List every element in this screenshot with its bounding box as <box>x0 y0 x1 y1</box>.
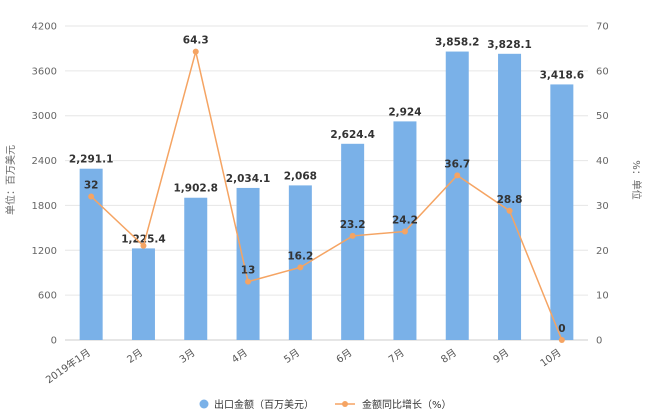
left-y-tick-label: 1800 <box>32 201 57 212</box>
bar-data-label: 1,902.8 <box>173 183 218 195</box>
line-point <box>88 193 95 200</box>
line-point <box>454 172 461 179</box>
bar-data-label: 2,624.4 <box>330 129 375 141</box>
line-point <box>401 228 408 235</box>
line-point <box>192 48 199 55</box>
bar-data-label: 2,924 <box>388 106 421 118</box>
x-tick-label: 3月 <box>177 347 197 366</box>
left-y-tick-label: 1200 <box>32 246 57 257</box>
x-tick-label: 9月 <box>491 347 511 366</box>
legend: 出口金额（百万美元） 金额同比增长（%） <box>199 398 452 411</box>
legend-bar-label: 出口金额（百万美元） <box>214 398 314 411</box>
bar <box>79 168 103 340</box>
bar <box>288 185 312 340</box>
line-data-label: 28.8 <box>497 194 523 206</box>
right-y-axis: 0 10 20 30 40 50 60 70 <box>596 22 609 347</box>
bar-data-label: 3,418.6 <box>540 69 585 81</box>
bar-data-labels: 2,291.1 1,225.4 1,902.8 2,034.1 2,068 2,624.4… <box>69 37 584 246</box>
x-axis: 2019年1月 2月 3月 4月 5月 6月 7月 8月 9月 10月 <box>43 346 564 386</box>
line-data-label: 32 <box>84 179 99 191</box>
left-y-tick-label: 0 <box>51 336 57 347</box>
line-data-label: 64.3 <box>183 35 209 47</box>
right-y-tick-label: 40 <box>596 156 609 167</box>
line-point <box>349 232 356 239</box>
right-y-tick-label: 70 <box>596 22 609 33</box>
line-data-labels: 32 64.3 13 16.2 23.2 24.2 36.7 28.8 0 <box>84 35 566 335</box>
growth-line <box>90 51 563 341</box>
x-tick-label: 4月 <box>229 347 249 366</box>
x-tick-label: 2月 <box>125 347 145 366</box>
legend-item-line: 金额同比增长（%） <box>335 398 452 411</box>
legend-item-bar: 出口金额（百万美元） <box>199 398 314 411</box>
line-data-label: 23.2 <box>340 219 366 231</box>
right-y-tick-label: 20 <box>596 246 609 257</box>
legend-line-label: 金额同比增长（%） <box>362 398 452 411</box>
right-y-tick-label: 0 <box>596 336 602 347</box>
right-y-tick-label: 60 <box>596 66 609 77</box>
bar <box>341 143 365 340</box>
bar-series <box>79 51 574 341</box>
line-data-label: 36.7 <box>444 158 470 170</box>
left-y-axis: 0 600 1200 1800 2400 3000 3600 4200 <box>32 22 57 347</box>
left-y-tick-label: 3000 <box>32 111 57 122</box>
line-data-label: 13 <box>241 265 256 277</box>
legend-bar-swatch <box>199 399 209 409</box>
bar-data-label: 2,068 <box>284 170 317 182</box>
bar <box>445 51 469 340</box>
bar-data-label: 3,858.2 <box>435 37 480 49</box>
bar-data-label: 2,291.1 <box>69 154 114 166</box>
x-tick-label: 10月 <box>538 347 564 370</box>
x-tick-label: 8月 <box>439 347 459 366</box>
right-y-tick-label: 30 <box>596 201 609 212</box>
right-y-tick-label: 10 <box>596 291 609 302</box>
bar <box>131 248 155 340</box>
line-point <box>558 337 565 343</box>
bar <box>184 197 208 340</box>
line-point <box>140 242 147 249</box>
x-tick-label: 6月 <box>334 347 354 366</box>
left-y-tick-label: 3600 <box>32 66 57 77</box>
bar <box>550 84 574 341</box>
x-tick-label: 7月 <box>386 347 406 366</box>
line-point <box>245 278 252 285</box>
bar-data-label: 2,034.1 <box>226 173 271 185</box>
left-y-tick-label: 2400 <box>32 156 57 167</box>
bar-data-label: 3,828.1 <box>487 39 532 51</box>
left-y-tick-label: 4200 <box>32 22 57 33</box>
line-series <box>88 48 565 343</box>
x-tick-label: 2019年1月 <box>43 346 93 386</box>
right-y-axis-title: %：单位 <box>630 160 643 200</box>
left-y-axis-title: 单位：百万美元 <box>4 145 17 215</box>
line-point <box>297 264 304 271</box>
bar-data-label: 1,225.4 <box>121 233 166 245</box>
x-tick-label: 5月 <box>282 347 302 366</box>
line-data-label: 16.2 <box>287 250 313 262</box>
right-y-tick-label: 50 <box>596 111 609 122</box>
bar <box>236 187 260 340</box>
legend-line-marker <box>342 401 348 407</box>
left-y-tick-label: 600 <box>38 291 57 302</box>
bar <box>498 53 522 340</box>
line-data-label: 0 <box>558 323 565 335</box>
line-point <box>506 207 513 214</box>
line-data-label: 24.2 <box>392 214 418 226</box>
